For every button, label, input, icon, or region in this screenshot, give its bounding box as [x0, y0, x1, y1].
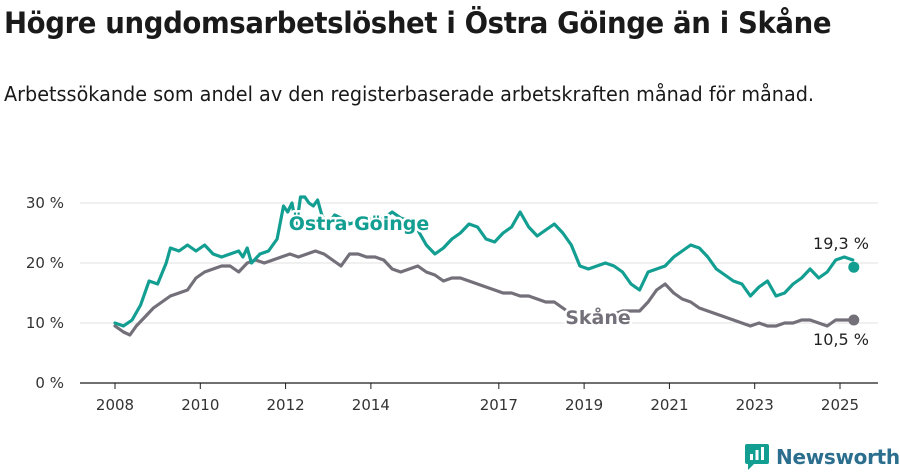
x-axis: 2008 2010 2012 2014 2017 2019 2021 2023 2025	[80, 382, 878, 414]
end-marker-skane	[848, 314, 860, 326]
y-axis-ticks: 0 % 10 % 20 % 30 %	[26, 194, 64, 392]
end-label-ostra-goinge: 19,3 %	[813, 234, 869, 253]
series-label-skane: Skåne	[565, 305, 631, 329]
series-line-skane	[113, 249, 855, 337]
newsworthy-logo-icon	[745, 444, 769, 470]
x-tick-label: 2014	[352, 396, 390, 414]
y-tick-label: 0 %	[35, 374, 64, 392]
x-tick-label: 2019	[565, 396, 603, 414]
x-tick-label: 2025	[821, 396, 859, 414]
newsworthy-logo: Newsworthy	[744, 443, 900, 471]
chart-title: Högre ungdomsarbetslöshet i Östra Göinge…	[4, 6, 832, 40]
end-label-skane: 10,5 %	[813, 330, 869, 349]
x-tick-label: 2023	[736, 396, 774, 414]
x-tick-label: 2017	[480, 396, 518, 414]
series-labels: Östra Göinge Skåne 19,3 % 10,5 %	[286, 209, 871, 352]
x-tick-label: 2012	[266, 396, 304, 414]
gridlines	[80, 202, 878, 324]
end-marker-ostra-goinge	[848, 261, 860, 273]
x-tick-label: 2021	[650, 396, 688, 414]
y-tick-label: 30 %	[26, 194, 64, 212]
series-line-ostra-goinge	[113, 195, 855, 328]
chart-subtitle: Arbetssökande som andel av den registerb…	[4, 82, 815, 106]
x-tick-label: 2008	[96, 396, 134, 414]
y-tick-label: 10 %	[26, 314, 64, 332]
series-lines	[113, 195, 855, 337]
series-label-ostra-goinge: Östra Göinge	[289, 211, 430, 235]
x-tick-label: 2010	[181, 396, 219, 414]
y-tick-label: 20 %	[26, 254, 64, 272]
newsworthy-logo-text: Newsworthy	[776, 445, 900, 469]
